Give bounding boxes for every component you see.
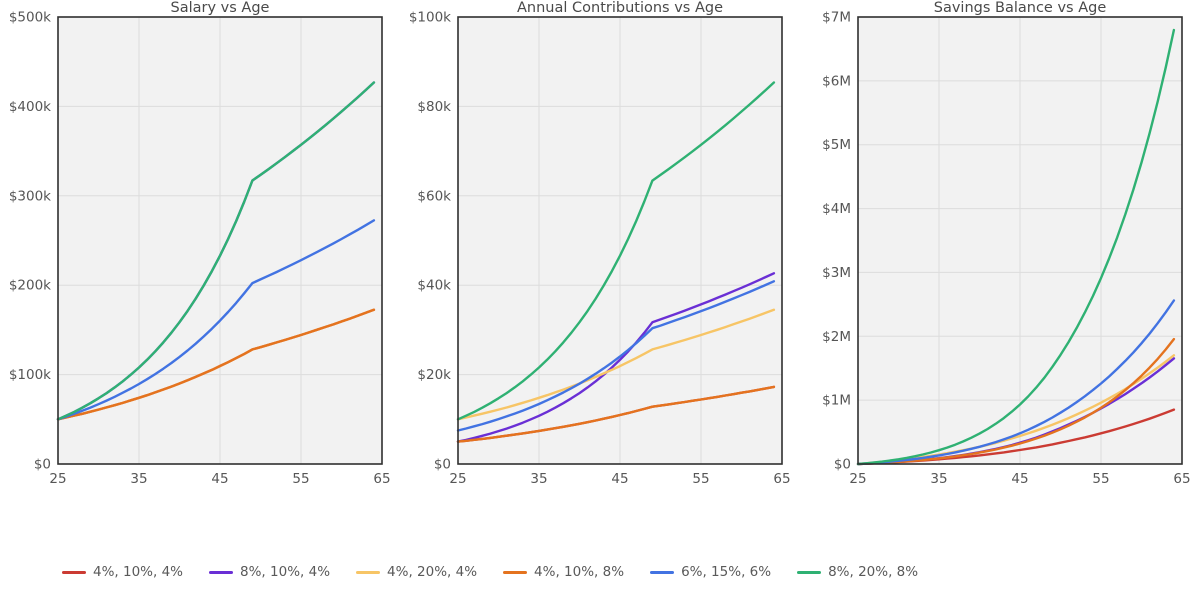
y-tick-label: $1M (822, 393, 851, 409)
legend-line-swatch (209, 570, 234, 574)
y-tick-label: $400k (9, 99, 51, 115)
y-tick-label: $300k (9, 188, 51, 204)
legend-label: 8%, 10%, 4% (240, 564, 331, 580)
y-tick-label: $20k (417, 367, 451, 383)
y-tick-label: $60k (417, 188, 451, 204)
x-tick-label: 35 (130, 471, 147, 487)
legend-line-swatch (356, 570, 381, 574)
y-tick-label: $5M (822, 137, 851, 153)
x-tick-label: 55 (1092, 471, 1109, 487)
y-tick-label: $80k (417, 99, 451, 115)
legend-item-3: 4%, 10%, 8% (503, 564, 624, 580)
legend-label: 4%, 20%, 4% (387, 564, 478, 580)
y-tick-label: $3M (822, 265, 851, 281)
x-tick-label: 25 (49, 471, 66, 487)
legend-item-5: 8%, 20%, 8% (797, 564, 918, 580)
legend-line-swatch (503, 570, 528, 574)
y-tick-label: $6M (822, 73, 851, 89)
figure: $0 $100k $200k $300k $400k $500k 25 35 45 55 65 Sal… (0, 0, 1200, 500)
series-line-4-20-4- (456, 308, 776, 421)
contributions-chart: $0 $20k $40k $60k $80k $100k 25 35 45 55 65 Annual … (400, 0, 800, 500)
y-tick-label: $2M (822, 329, 851, 345)
series-line-8-10-4- (456, 272, 776, 443)
y-tick-label: $0 (434, 457, 451, 473)
series-line-4-10-8- (56, 308, 376, 421)
y-tick-label: $0 (834, 457, 851, 473)
chart-title: Savings Balance vs Age (934, 0, 1107, 16)
legend-label: 4%, 10%, 4% (93, 564, 184, 580)
y-tick-label: $200k (9, 278, 51, 294)
y-tick-label: $100k (9, 367, 51, 383)
plot-frame (857, 16, 1183, 465)
contributions-chart-canvas: $0 $20k $40k $60k $80k $100k 25 35 45 55 65 Annual … (409, 0, 791, 487)
x-tick-label: 45 (211, 471, 228, 487)
legend-label: 8%, 20%, 8% (828, 564, 919, 580)
x-tick-label: 45 (611, 471, 628, 487)
x-tick-label: 65 (773, 471, 790, 487)
plot-frame (457, 16, 783, 465)
series-line-6-15-6- (56, 219, 376, 421)
balance-chart: $0 $1M $2M $3M $4M $5M $6M $7M 25 35 45 55 65 Savings… (800, 0, 1200, 500)
series-line-4-10-8- (856, 337, 1176, 466)
salary-chart-canvas: $0 $100k $200k $300k $400k $500k 25 35 45 55 65 Sal… (9, 0, 391, 487)
x-tick-label: 25 (449, 471, 466, 487)
x-tick-label: 35 (930, 471, 947, 487)
series-line-8-20-8- (456, 81, 776, 421)
x-tick-label: 35 (530, 471, 547, 487)
y-tick-label: $7M (822, 10, 851, 26)
y-tick-label: $0 (34, 457, 51, 473)
legend-label: 4%, 10%, 8% (534, 564, 625, 580)
salary-chart: $0 $100k $200k $300k $400k $500k 25 35 45 55 65 Sal… (0, 0, 400, 500)
x-tick-label: 45 (1011, 471, 1028, 487)
y-tick-label: $500k (9, 10, 51, 26)
legend-item-1: 8%, 10%, 4% (209, 564, 330, 580)
legend: 4%, 10%, 4% 8%, 10%, 4% 4%, 20%, 4% 4%, … (62, 564, 1200, 580)
legend-line-swatch (62, 570, 86, 574)
balance-chart-canvas: $0 $1M $2M $3M $4M $5M $6M $7M 25 35 45 55 65 Savings… (822, 0, 1190, 487)
series-line-8-20-8- (856, 28, 1176, 466)
legend-line-swatch (797, 570, 822, 574)
legend-item-0: 4%, 10%, 4% (62, 564, 183, 580)
chart-title: Annual Contributions vs Age (517, 0, 723, 16)
x-tick-label: 65 (373, 471, 390, 487)
x-tick-label: 25 (849, 471, 866, 487)
series-line-6-15-6- (456, 280, 776, 432)
x-tick-label: 65 (1173, 471, 1190, 487)
y-tick-label: $4M (822, 201, 851, 217)
chart-title: Salary vs Age (171, 0, 270, 16)
legend-line-swatch (650, 570, 675, 574)
series-line-6-15-6- (856, 299, 1176, 466)
legend-label: 6%, 15%, 6% (681, 564, 772, 580)
y-tick-label: $100k (409, 10, 451, 26)
series-line-4-10-8- (456, 385, 776, 443)
legend-item-2: 4%, 20%, 4% (356, 564, 477, 580)
series-line-8-20-8- (56, 81, 376, 421)
y-tick-label: $40k (417, 278, 451, 294)
plot-frame (57, 16, 383, 465)
x-tick-label: 55 (692, 471, 709, 487)
x-tick-label: 55 (292, 471, 309, 487)
legend-item-4: 6%, 15%, 6% (650, 564, 771, 580)
